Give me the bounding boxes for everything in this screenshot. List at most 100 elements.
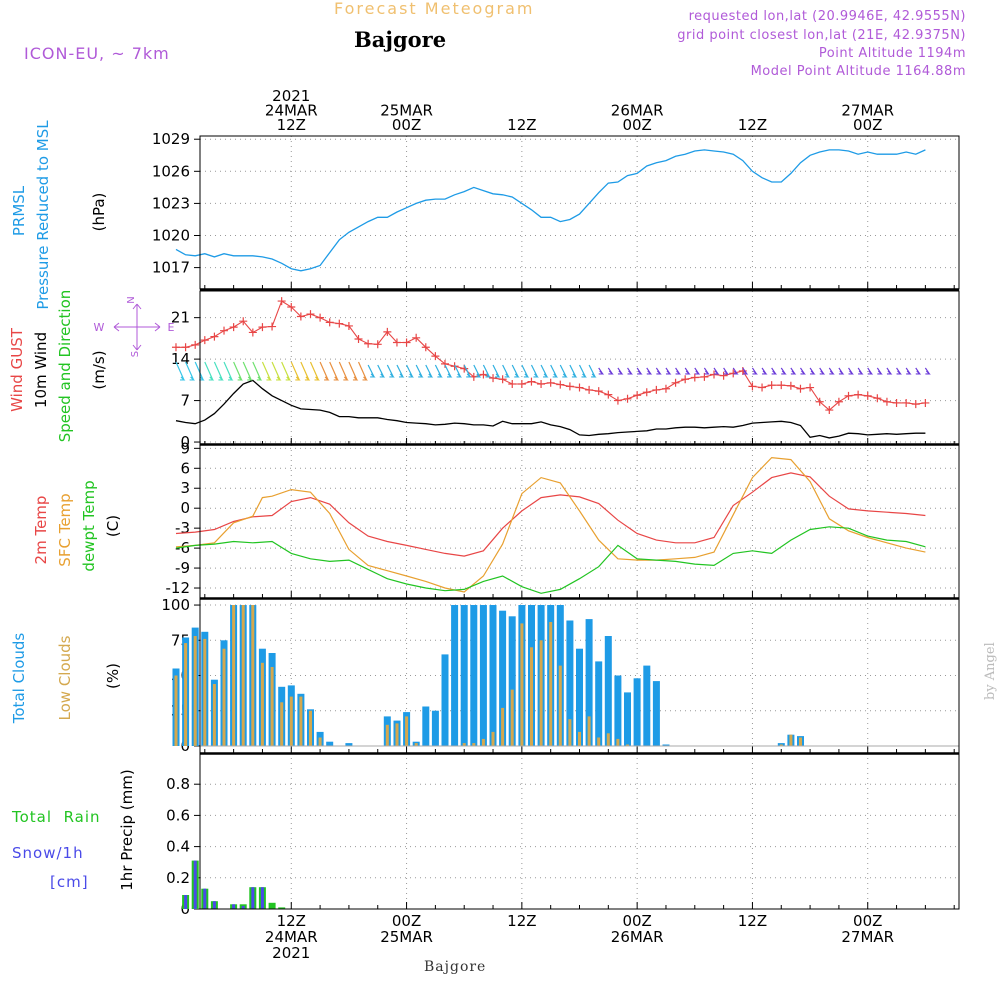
gust-marker bbox=[210, 332, 219, 341]
temp-axis-title-2m: 2m Temp bbox=[32, 496, 50, 565]
wind-direction-arrow bbox=[319, 361, 330, 381]
total-cloud-bar bbox=[595, 661, 603, 746]
wind-direction-arrow bbox=[396, 364, 405, 378]
top-time-label: 24MAR bbox=[265, 102, 318, 120]
y-tick-label: 0.4 bbox=[166, 838, 190, 856]
y-tick-label: 0.6 bbox=[166, 806, 190, 824]
low-cloud-bar bbox=[530, 647, 533, 746]
gust-marker bbox=[335, 319, 344, 328]
y-tick-label: 1020 bbox=[152, 227, 190, 245]
gust-marker bbox=[537, 379, 546, 388]
wind-axis-unit: (m/s) bbox=[90, 350, 108, 389]
low-cloud-bar bbox=[270, 667, 274, 746]
legend-total: Total bbox=[12, 808, 53, 826]
gust-marker bbox=[575, 383, 584, 392]
snow-bar bbox=[251, 887, 255, 909]
wind-direction-arrow bbox=[300, 361, 311, 381]
low-cloud-bar bbox=[789, 734, 793, 746]
legend-snow-unit: [cm] bbox=[50, 873, 89, 891]
wind-direction-arrow bbox=[886, 367, 893, 375]
gust-marker bbox=[854, 390, 863, 399]
low-cloud-bar bbox=[395, 723, 399, 746]
y-tick-label: -3 bbox=[175, 519, 190, 537]
point-altitude: Point Altitude 1194m bbox=[818, 46, 966, 61]
bottom-time-label: 12Z bbox=[507, 912, 536, 930]
wind-direction-arrow bbox=[559, 364, 568, 378]
wind-direction-arrow bbox=[281, 361, 292, 381]
compass-arrows bbox=[113, 303, 161, 351]
low-cloud-bar bbox=[309, 710, 312, 746]
low-cloud-bar bbox=[280, 702, 284, 746]
gust-marker bbox=[527, 377, 536, 386]
temp-axis-title-sfc: SFC Temp bbox=[56, 493, 74, 566]
wind-direction-arrow bbox=[242, 361, 253, 381]
wind-direction-arrow bbox=[204, 361, 215, 381]
wind-direction-arrow bbox=[175, 361, 186, 381]
compass-s: S bbox=[130, 351, 141, 357]
top-time-label: 27MAR bbox=[841, 102, 894, 120]
rain-bar bbox=[268, 902, 276, 909]
bottom-time-label: 25MAR bbox=[380, 928, 433, 946]
snow-bar bbox=[260, 887, 264, 909]
top-time-label: 2021 bbox=[272, 87, 310, 105]
pressure-axis-title-1: PRMSL bbox=[10, 185, 28, 236]
low-cloud-bar bbox=[501, 707, 505, 746]
low-cloud-bar bbox=[462, 743, 466, 746]
wind-direction-arrow bbox=[828, 367, 835, 375]
gust-marker bbox=[873, 394, 882, 403]
gust-marker bbox=[690, 373, 699, 382]
wind-direction-arrow bbox=[607, 367, 614, 375]
gust-marker bbox=[508, 379, 517, 388]
bottom-time-label: 26MAR bbox=[611, 928, 664, 946]
pressure-axis-title-2: Pressure Reduced to MSL bbox=[34, 120, 52, 310]
gust-marker bbox=[421, 343, 430, 352]
gust-marker bbox=[268, 322, 277, 331]
watermark: by Angel bbox=[983, 642, 998, 700]
gust-marker bbox=[911, 400, 920, 409]
low-cloud-bar bbox=[597, 737, 601, 746]
wind-direction-arrow bbox=[252, 361, 263, 381]
wind-direction-arrow bbox=[386, 364, 395, 378]
cloud-axis-title-low: Low Clouds bbox=[56, 635, 74, 720]
wind-direction-arrow bbox=[348, 361, 359, 381]
wind-direction-arrow bbox=[713, 367, 720, 375]
model-altitude: Model Point Altitude 1164.88m bbox=[750, 64, 966, 79]
wind-direction-arrow bbox=[675, 367, 682, 375]
low-cloud-bar bbox=[568, 719, 572, 746]
top-time-label: 00Z bbox=[622, 116, 651, 134]
bottom-time-label: 00Z bbox=[392, 912, 421, 930]
gust-marker bbox=[556, 380, 565, 389]
total-cloud-bar bbox=[470, 605, 478, 746]
gust-marker bbox=[316, 313, 325, 322]
low-cloud-bar bbox=[539, 640, 543, 746]
footer-location: Bajgore bbox=[424, 959, 487, 975]
bottom-time-label: 12Z bbox=[738, 912, 767, 930]
gust-marker bbox=[806, 383, 815, 392]
gust-marker bbox=[786, 381, 795, 390]
dewpoint-line bbox=[175, 526, 926, 594]
wind-direction-arrow bbox=[694, 367, 701, 375]
low-cloud-bar bbox=[520, 623, 524, 746]
y-tick-label: 1026 bbox=[152, 162, 190, 180]
precip-axis-title: 1hr Precip (mm) bbox=[118, 769, 136, 890]
wind-direction-arrow bbox=[185, 361, 196, 381]
wind-direction-arrow bbox=[780, 367, 787, 375]
wind-direction-arrow bbox=[415, 364, 424, 378]
wind-direction-arrow bbox=[771, 367, 778, 375]
gust-marker bbox=[892, 398, 901, 407]
wind-direction-arrow bbox=[915, 367, 922, 375]
wind-direction-arrow bbox=[799, 367, 806, 375]
gust-marker bbox=[440, 359, 449, 368]
gust-marker bbox=[652, 385, 661, 394]
gust-marker bbox=[902, 398, 911, 407]
temp-axis-title-dew: dewpt Temp bbox=[80, 480, 98, 571]
gust-marker bbox=[489, 374, 498, 383]
wind-direction-arrow bbox=[223, 361, 234, 381]
location-title: Bajgore bbox=[354, 27, 447, 52]
bottom-time-label: 2021 bbox=[272, 944, 310, 962]
wind-direction-arrow bbox=[425, 364, 434, 378]
y-tick-label: -12 bbox=[166, 579, 191, 597]
low-cloud-bar bbox=[193, 636, 197, 746]
rain-bar bbox=[278, 907, 286, 909]
y-tick-label: 7 bbox=[180, 392, 190, 410]
